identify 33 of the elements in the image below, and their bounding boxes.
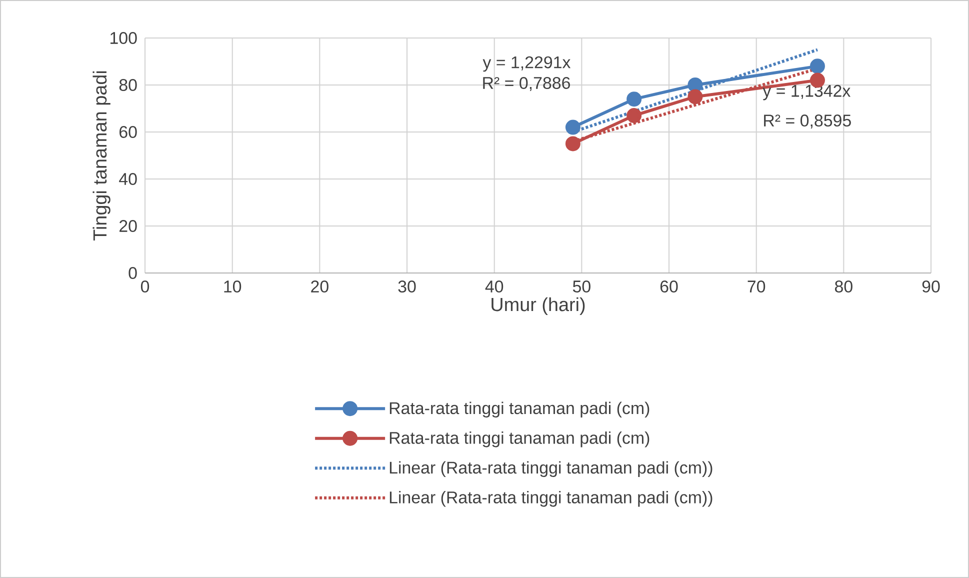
x-tick-label: 90 (922, 280, 940, 293)
point (688, 77, 703, 92)
x-axis-title: Umur (hari) (492, 297, 585, 315)
y-tick-label: 0 (128, 266, 137, 279)
point (688, 89, 703, 104)
y-axis-title: Tinggi tanaman padi (92, 71, 110, 240)
x-tick-label: 80 (834, 280, 852, 293)
y-tick-label: 100 (110, 32, 137, 44)
point (626, 108, 642, 124)
x-tick-label: 0 (140, 280, 150, 293)
legend-label: Linear (Rata-rata tinggi tanaman padi (cm)) (390, 461, 712, 478)
legend-label: Rata-rata tinggi tanaman padi (cm) (390, 431, 650, 448)
point (565, 120, 580, 135)
annotation: R² = 0,7886 (483, 76, 570, 91)
y-tick-label: 60 (120, 126, 137, 138)
annotation: y = 1,1342x (762, 84, 851, 100)
x-tick-label: 30 (398, 280, 416, 293)
x-tick-label: 20 (311, 280, 328, 293)
point (626, 92, 642, 107)
x-tick-label: 60 (660, 280, 678, 293)
legend-label: Linear (Rata-rata tinggi tanaman padi (cm)) (390, 490, 712, 507)
y-tick-label: 80 (119, 78, 137, 91)
point (565, 136, 580, 152)
annotation: R² = 0,8595 (764, 114, 851, 129)
x-tick-label: 40 (485, 280, 504, 293)
annotation: y = 1,2291x (482, 56, 571, 72)
x-tick-label: 10 (224, 280, 242, 293)
x-tick-label: 70 (748, 280, 766, 293)
y-tick-label: 40 (119, 172, 137, 185)
y-tick-label: 20 (120, 220, 137, 232)
x-tick-label: 50 (572, 280, 590, 293)
legend-label: Rata-rata tinggi tanaman padi (cm) (390, 402, 650, 418)
point (810, 58, 825, 74)
